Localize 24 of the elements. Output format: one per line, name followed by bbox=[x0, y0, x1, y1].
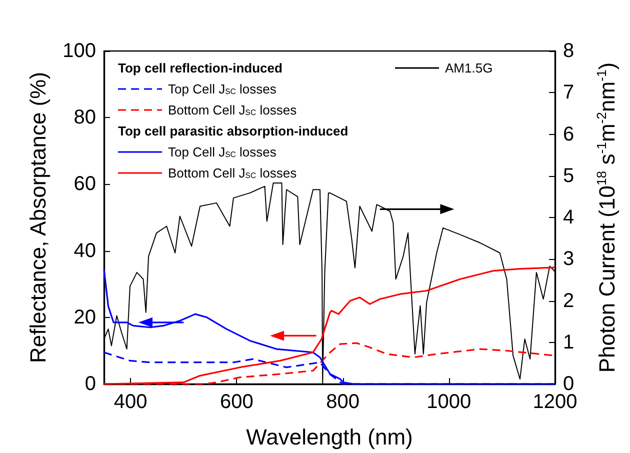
annotation: Top cell parasitic absorption-induced bbox=[118, 124, 348, 138]
y2-tick-label: 6 bbox=[563, 123, 574, 146]
annotation: Top cell reflection-induced bbox=[118, 60, 282, 76]
legend-label: AM1.5G bbox=[445, 60, 493, 76]
x-tick-label: 1000 bbox=[426, 391, 472, 413]
y-tick-label: 60 bbox=[74, 173, 96, 196]
y-tick-label: 100 bbox=[62, 40, 96, 62]
x-tick-label: 800 bbox=[326, 391, 360, 413]
y2-tick-label: 4 bbox=[563, 206, 574, 228]
y2-tick-label: 8 bbox=[563, 40, 574, 62]
y2-tick-label: 1 bbox=[563, 331, 574, 354]
y2-tick-label: 3 bbox=[563, 248, 574, 270]
text: Photon Current (1018 s-1m-2nm-1) bbox=[594, 62, 620, 373]
y-tick-label: 0 bbox=[84, 373, 96, 395]
y2-tick-label: 2 bbox=[563, 290, 574, 312]
y-axis-title: Reflectance, Absorptance (%) bbox=[26, 72, 50, 364]
y-tick-label: 80 bbox=[74, 106, 96, 129]
x-axis-title: Wavelength (nm) bbox=[246, 424, 413, 450]
y2-tick-label: 7 bbox=[563, 82, 574, 104]
y-tick-label: 20 bbox=[74, 306, 96, 328]
x-tick-label: 600 bbox=[220, 391, 254, 413]
y-tick-label: 40 bbox=[74, 240, 96, 262]
y2-tick-label: 5 bbox=[563, 164, 574, 187]
x-tick-label: 400 bbox=[114, 391, 148, 413]
